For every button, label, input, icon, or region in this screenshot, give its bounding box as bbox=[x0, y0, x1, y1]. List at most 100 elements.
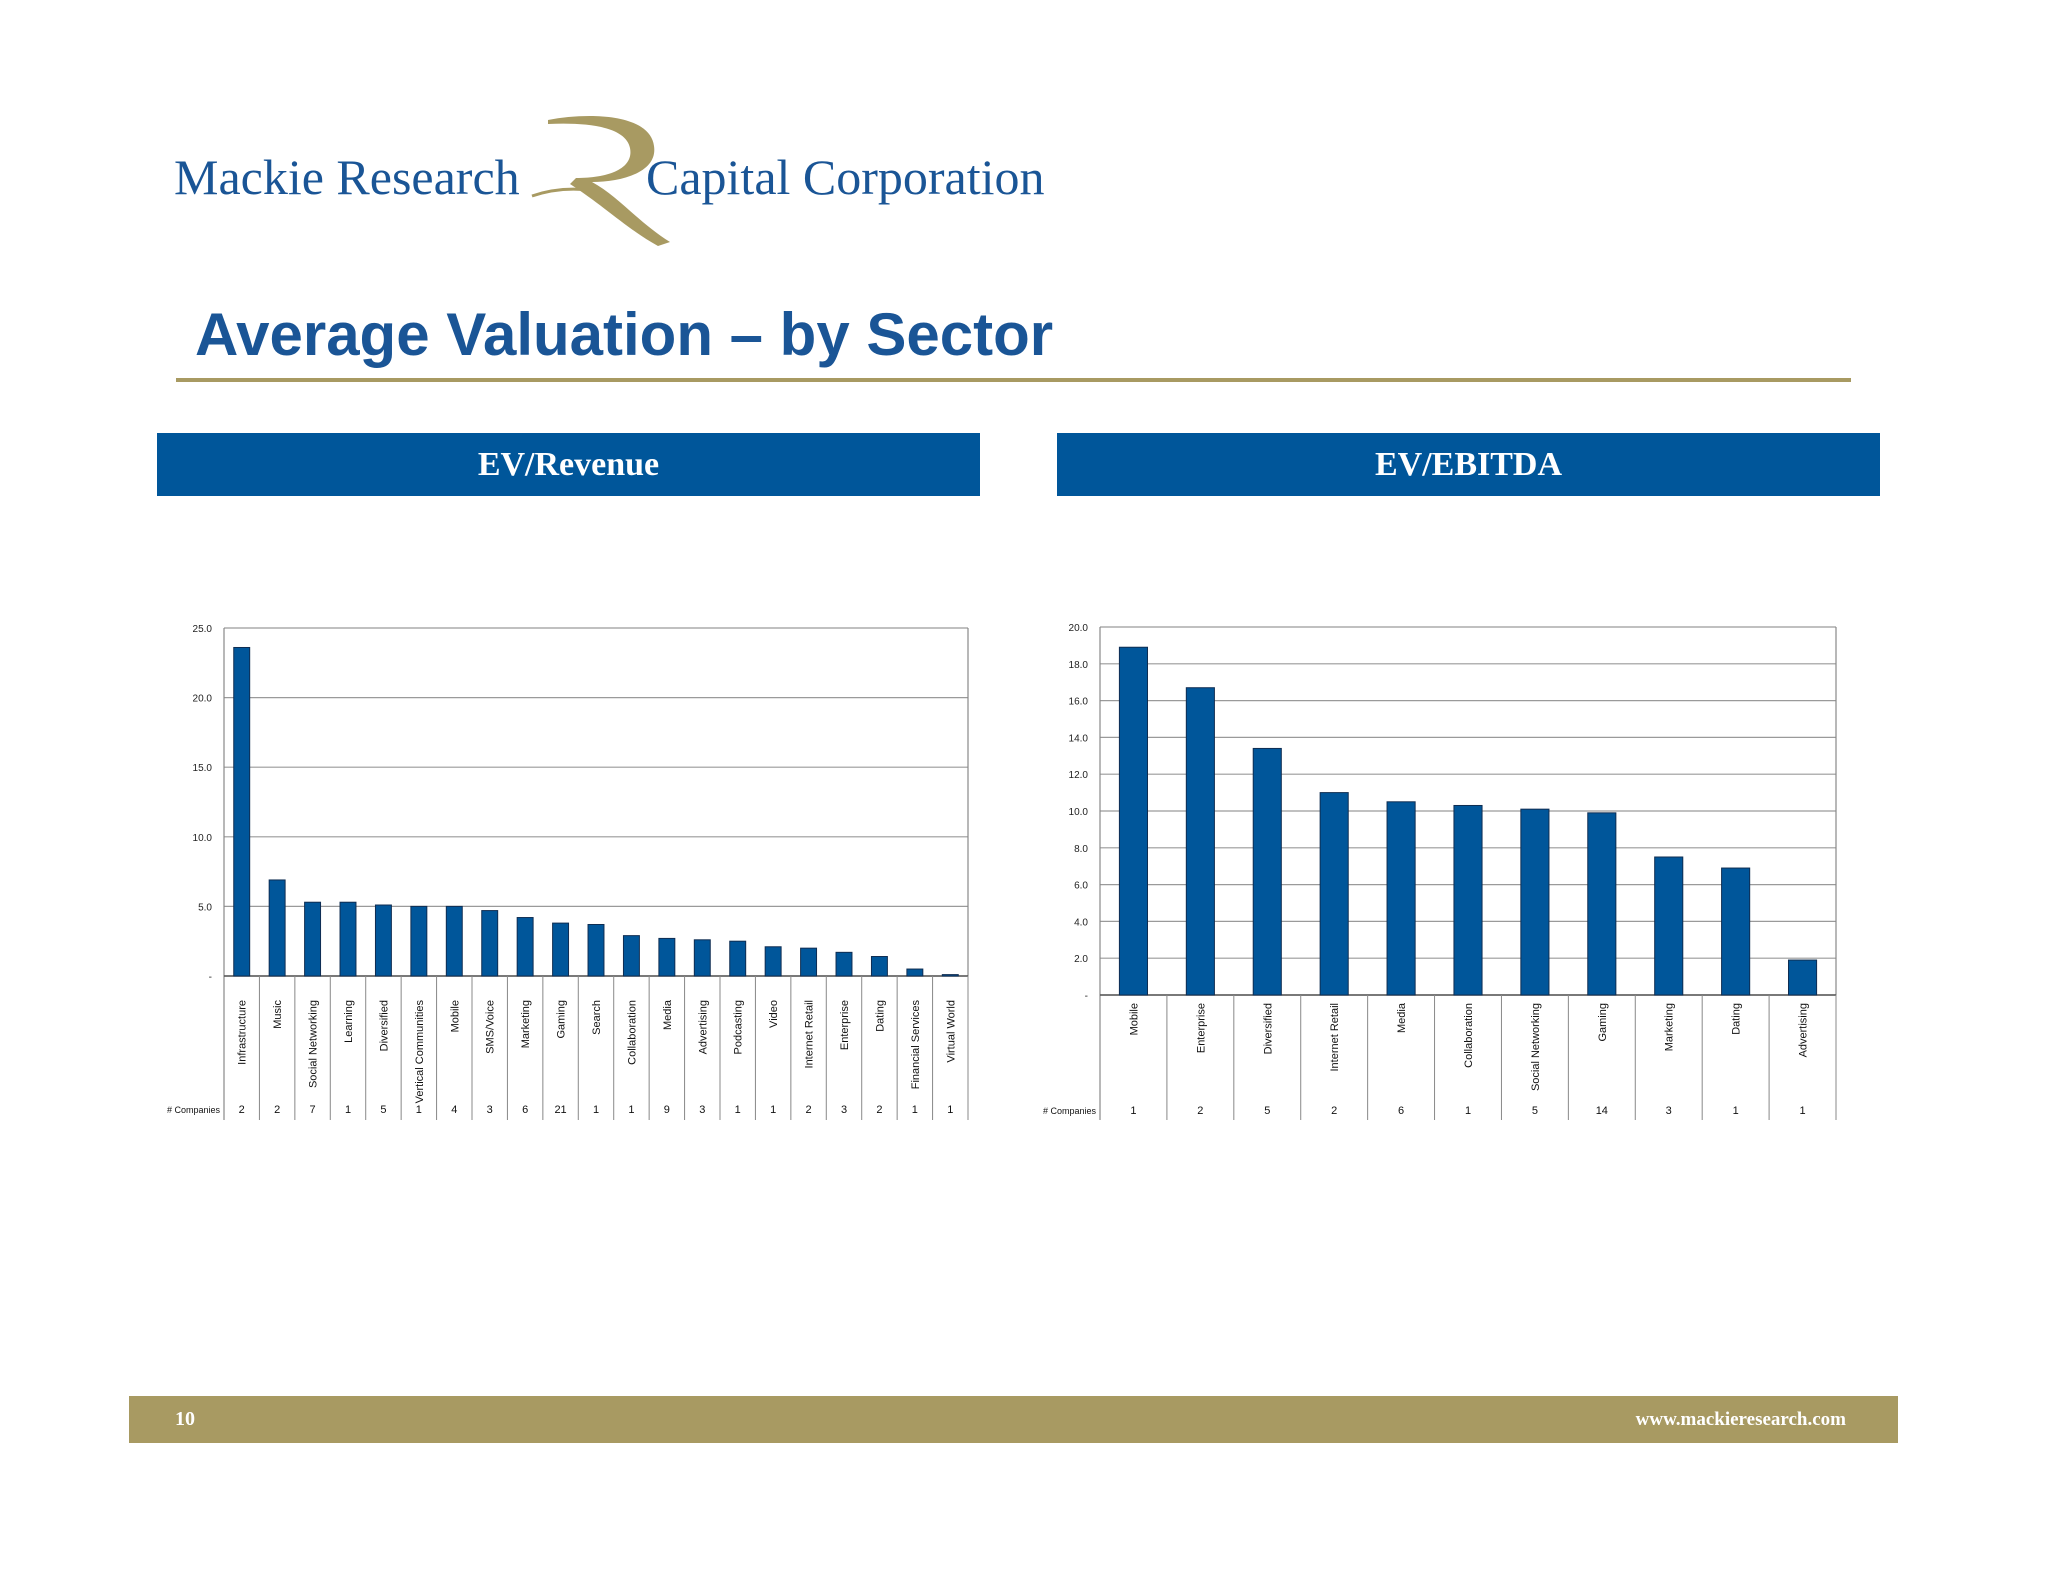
chart1-category-label: Financial Services bbox=[910, 1000, 922, 1090]
chart2-category-label: Marketing bbox=[1664, 1003, 1676, 1051]
chart1-bar bbox=[445, 905, 463, 977]
chart2-y-tick-label: 20.0 bbox=[1069, 623, 1089, 634]
chart2-company-count: 3 bbox=[1666, 1105, 1672, 1117]
brand-name-left: Mackie Research bbox=[174, 149, 520, 205]
chart2-bar bbox=[1185, 687, 1215, 996]
ev-revenue-header: EV/Revenue bbox=[157, 433, 980, 496]
chart2-category-label: Social Networking bbox=[1530, 1003, 1542, 1091]
chart2-category-label: Diversified bbox=[1262, 1003, 1274, 1054]
chart2-y-tick-label: - bbox=[1085, 991, 1088, 1002]
chart1-company-count: 9 bbox=[664, 1104, 670, 1116]
chart1-company-count: 2 bbox=[239, 1104, 245, 1116]
chart2-y-tick-label: 16.0 bbox=[1069, 697, 1089, 708]
chart1-bar bbox=[516, 917, 534, 977]
chart2-bar bbox=[1453, 804, 1483, 996]
chart2-bar bbox=[1654, 856, 1684, 996]
chart2-bar bbox=[1386, 801, 1416, 996]
footer-url: www.mackieresearch.com bbox=[1635, 1409, 1846, 1430]
chart1-category-label: Music bbox=[272, 1000, 284, 1029]
chart1-y-tick-label: - bbox=[209, 972, 212, 983]
chart1-category-label: Diversified bbox=[378, 1000, 390, 1051]
chart1-y-tick-label: 10.0 bbox=[193, 833, 213, 844]
chart2-category-label: Dating bbox=[1731, 1003, 1743, 1035]
chart2-category-label: Mobile bbox=[1128, 1003, 1140, 1035]
chart2-company-count: 5 bbox=[1532, 1105, 1538, 1117]
chart2-company-count: 14 bbox=[1596, 1105, 1608, 1117]
chart1-y-tick-label: 5.0 bbox=[198, 902, 212, 913]
chart1-company-count: 1 bbox=[735, 1104, 741, 1116]
chart1-company-count: 2 bbox=[274, 1104, 280, 1116]
chart2-y-tick-label: 10.0 bbox=[1069, 807, 1089, 818]
chart2-y-tick-label: 6.0 bbox=[1074, 881, 1088, 892]
page-number: 10 bbox=[175, 1408, 195, 1430]
chart2-category-label: Gaming bbox=[1597, 1003, 1609, 1042]
chart1-company-count: 1 bbox=[345, 1104, 351, 1116]
chart2-category-label: Internet Retail bbox=[1329, 1003, 1341, 1071]
chart1-bar bbox=[622, 935, 640, 977]
chart1-company-count: 7 bbox=[310, 1104, 316, 1116]
chart1-company-count: 1 bbox=[593, 1104, 599, 1116]
chart1-category-label: Dating bbox=[874, 1000, 886, 1032]
chart1-company-count: 3 bbox=[699, 1104, 705, 1116]
chart1-y-tick-label: 20.0 bbox=[193, 694, 213, 705]
chart2-company-count: 2 bbox=[1197, 1105, 1203, 1117]
footer-bar: 10 www.mackieresearch.com bbox=[129, 1396, 1898, 1443]
chart1-bar bbox=[835, 951, 853, 977]
chart1-company-count: 1 bbox=[947, 1104, 953, 1116]
chart1-category-label: Learning bbox=[343, 1000, 355, 1043]
chart1-bar bbox=[304, 901, 322, 977]
chart1-category-label: Podcasting bbox=[733, 1000, 745, 1054]
chart1-category-label: Video bbox=[768, 1000, 780, 1028]
chart2-company-count: 5 bbox=[1264, 1105, 1270, 1117]
chart1-category-label: Collaboration bbox=[626, 1000, 638, 1065]
chart2-companies-label: # Companies bbox=[1043, 1106, 1097, 1116]
chart1-category-label: Advertising bbox=[697, 1000, 709, 1054]
chart1-company-count: 6 bbox=[522, 1104, 528, 1116]
chart1-category-label: Internet Retail bbox=[804, 1000, 816, 1068]
chart1-company-count: 4 bbox=[451, 1104, 457, 1116]
chart1-bar bbox=[587, 923, 605, 977]
chart1-category-label: Social Networking bbox=[308, 1000, 320, 1088]
chart1-category-label: Marketing bbox=[520, 1000, 532, 1048]
chart1-bar bbox=[800, 947, 818, 977]
chart1-category-label: Media bbox=[662, 999, 674, 1030]
chart2-bar bbox=[1721, 867, 1751, 996]
chart1-category-label: Search bbox=[591, 1000, 603, 1035]
chart1-bar bbox=[764, 946, 782, 977]
chart1-category-label: Virtual World bbox=[945, 1000, 957, 1063]
chart2-y-tick-label: 18.0 bbox=[1069, 660, 1089, 671]
chart1-bar bbox=[339, 901, 357, 977]
chart1-company-count: 2 bbox=[806, 1104, 812, 1116]
chart1-company-count: 1 bbox=[912, 1104, 918, 1116]
chart1-companies-label: # Companies bbox=[167, 1105, 221, 1115]
chart1-category-label: Infrastructure bbox=[237, 1000, 249, 1065]
chart1-bar bbox=[658, 937, 676, 977]
chart1-category-label: Mobile bbox=[449, 1000, 461, 1032]
chart1-company-count: 1 bbox=[628, 1104, 634, 1116]
chart1-category-label: SMS/Voice bbox=[485, 1000, 497, 1054]
chart1-bar bbox=[552, 922, 570, 977]
chart1-category-label: Gaming bbox=[556, 1000, 568, 1039]
chart2-bar bbox=[1520, 808, 1550, 996]
r-logo-mark bbox=[531, 116, 670, 246]
chart2-bar bbox=[1319, 792, 1349, 996]
chart2-category-label: Enterprise bbox=[1195, 1003, 1207, 1053]
chart1-company-count: 3 bbox=[841, 1104, 847, 1116]
chart1-company-count: 1 bbox=[416, 1104, 422, 1116]
chart1-company-count: 3 bbox=[487, 1104, 493, 1116]
chart2-category-label: Media bbox=[1396, 1002, 1408, 1033]
chart1-category-label: Vertical Communities bbox=[414, 1000, 426, 1104]
chart1-bar bbox=[693, 939, 711, 977]
chart1-bar bbox=[410, 905, 428, 977]
chart1-bar bbox=[268, 879, 286, 977]
chart1-bar bbox=[729, 940, 747, 977]
company-logo: Mackie Research Capital Corporation bbox=[170, 110, 1090, 260]
chart2-bar bbox=[1787, 959, 1818, 996]
ev-ebitda-header: EV/EBITDA bbox=[1057, 433, 1880, 496]
chart1-y-tick-label: 25.0 bbox=[193, 624, 213, 635]
chart1-bar bbox=[481, 910, 499, 977]
chart1-bar bbox=[233, 646, 251, 977]
chart2-company-count: 1 bbox=[1733, 1105, 1739, 1117]
chart2-bar bbox=[1587, 812, 1617, 996]
